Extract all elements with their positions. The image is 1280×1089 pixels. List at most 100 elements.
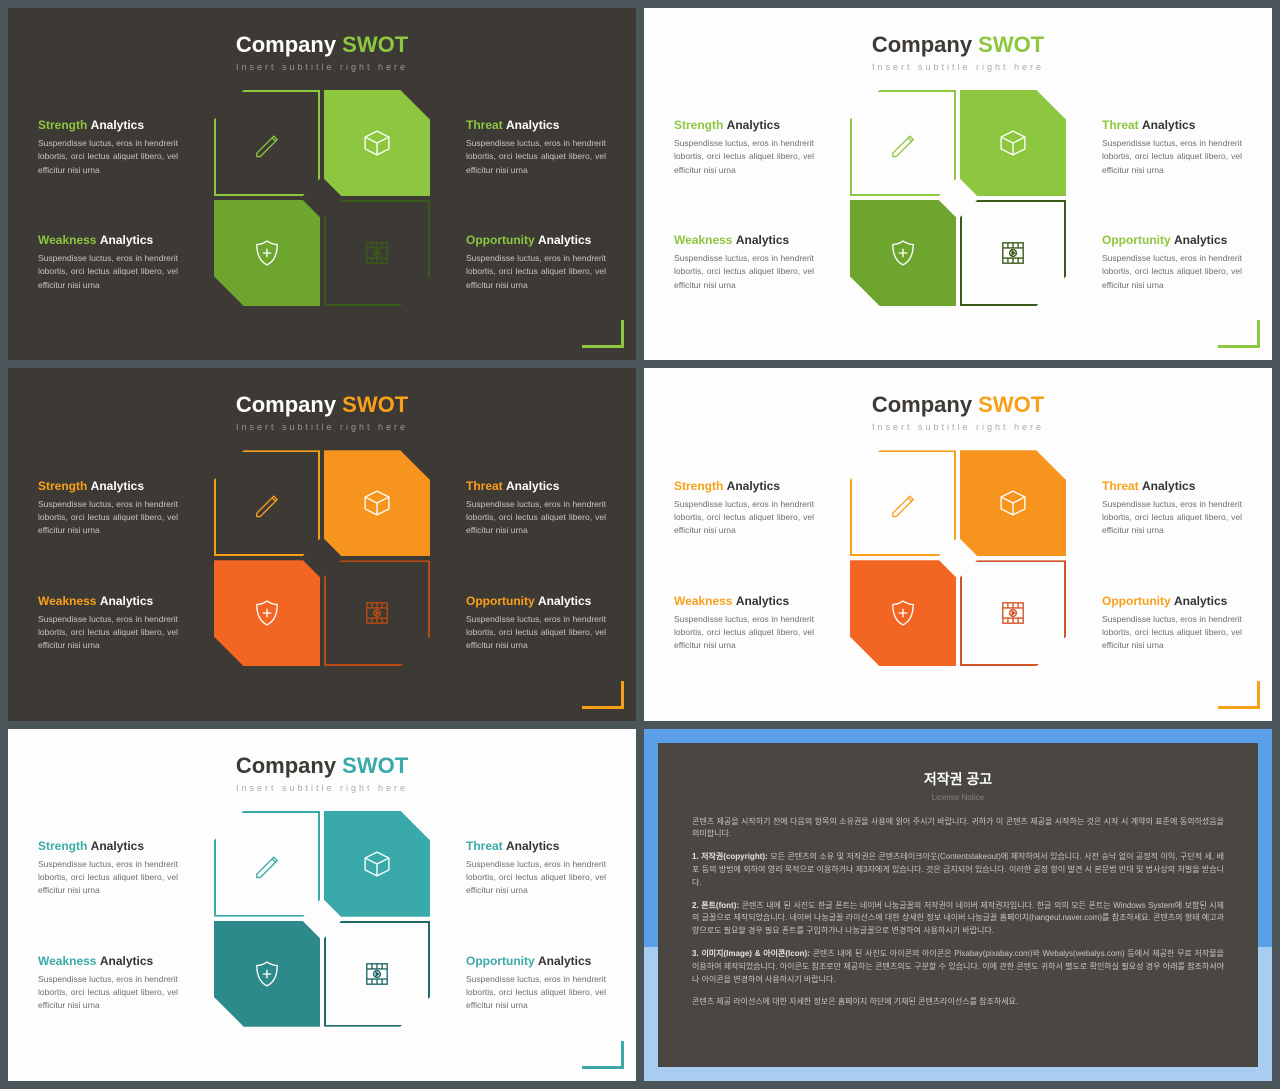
strength-desc: Suspendisse luctus, eros in hendrerit lo… [38,858,178,898]
opportunity-desc: Suspendisse luctus, eros in hendrerit lo… [1102,613,1242,653]
threat-desc: Suspendisse luctus, eros in hendrerit lo… [1102,137,1242,177]
corner-mark [582,1041,624,1069]
analytics-word: Analytics [91,839,144,853]
threat-desc: Suspendisse luctus, eros in hendrerit lo… [466,858,606,898]
analytics-word: Analytics [1142,479,1195,493]
left-column: Strength Analytics Suspendisse luctus, e… [38,450,178,680]
copyright-p1: 1. 저작권(copyright): 모든 콘텐츠의 소유 및 저작권은 콘텐츠… [692,851,1224,889]
strength-block: Strength Analytics Suspendisse luctus, e… [38,479,178,538]
weakness-label: Weakness [38,594,100,608]
analytics-word: Analytics [506,118,559,132]
opportunity-block: Opportunity Analytics Suspendisse luctus… [466,954,606,1013]
cell-weakness [850,560,956,666]
swot-slide: Company SWOT Insert subtitle right here … [644,8,1272,360]
swot-quad [214,811,430,1027]
cell-strength [850,450,956,556]
title-prefix: Company [872,32,978,57]
cell-strength [214,811,320,917]
threat-desc: Suspendisse luctus, eros in hendrerit lo… [1102,498,1242,538]
slide-title: Company SWOT [38,753,606,779]
weakness-desc: Suspendisse luctus, eros in hendrerit lo… [674,613,814,653]
title-accent: SWOT [978,32,1044,57]
threat-label: Threat [1102,479,1142,493]
strength-block: Strength Analytics Suspendisse luctus, e… [674,118,814,177]
strength-label: Strength [674,118,727,132]
swot-quad [214,450,430,666]
cell-threat [324,450,430,556]
threat-block: Threat Analytics Suspendisse luctus, ero… [466,839,606,898]
analytics-word: Analytics [538,233,591,247]
weakness-block: Weakness Analytics Suspendisse luctus, e… [38,954,178,1013]
strength-block: Strength Analytics Suspendisse luctus, e… [38,839,178,898]
analytics-word: Analytics [1174,233,1227,247]
slide-subtitle: Insert subtitle right here [38,62,606,72]
strength-block: Strength Analytics Suspendisse luctus, e… [674,479,814,538]
title-prefix: Company [872,392,978,417]
title-accent: SWOT [978,392,1044,417]
slide-title: Company SWOT [38,392,606,418]
strength-label: Strength [38,118,91,132]
swot-quad [214,90,430,306]
copyright-title: 저작권 공고 [692,769,1224,789]
weakness-block: Weakness Analytics Suspendisse luctus, e… [38,594,178,653]
weakness-desc: Suspendisse luctus, eros in hendrerit lo… [38,973,178,1013]
copyright-slide: 저작권 공고 License Notice 콘텐츠 제공을 시작하기 전에 다음… [644,729,1272,1081]
corner-mark [582,681,624,709]
cell-strength [850,90,956,196]
copyright-subtitle: License Notice [692,793,1224,802]
strength-desc: Suspendisse luctus, eros in hendrerit lo… [38,498,178,538]
analytics-word: Analytics [1142,118,1195,132]
analytics-word: Analytics [506,479,559,493]
strength-label: Strength [38,479,91,493]
cell-opportunity [324,921,430,1027]
opportunity-block: Opportunity Analytics Suspendisse luctus… [466,233,606,292]
title-accent: SWOT [342,32,408,57]
left-column: Strength Analytics Suspendisse luctus, e… [38,90,178,320]
cell-strength [214,90,320,196]
threat-label: Threat [466,479,506,493]
opportunity-label: Opportunity [1102,233,1174,247]
corner-mark [1218,320,1260,348]
analytics-word: Analytics [100,954,153,968]
threat-block: Threat Analytics Suspendisse luctus, ero… [466,118,606,177]
opportunity-desc: Suspendisse luctus, eros in hendrerit lo… [466,252,606,292]
analytics-word: Analytics [100,594,153,608]
strength-desc: Suspendisse luctus, eros in hendrerit lo… [674,137,814,177]
threat-label: Threat [466,118,506,132]
slide-subtitle: Insert subtitle right here [674,422,1242,432]
threat-block: Threat Analytics Suspendisse luctus, ero… [466,479,606,538]
cell-weakness [214,921,320,1027]
analytics-word: Analytics [91,479,144,493]
swot-slide: Company SWOT Insert subtitle right here … [8,729,636,1081]
cell-threat [960,450,1066,556]
threat-desc: Suspendisse luctus, eros in hendrerit lo… [466,137,606,177]
copyright-end: 콘텐츠 제공 라이선스에 대한 자세한 정보은 홈페이지 하단에 기재된 콘텐츠… [692,996,1224,1009]
right-column: Threat Analytics Suspendisse luctus, ero… [1102,450,1242,680]
threat-desc: Suspendisse luctus, eros in hendrerit lo… [466,498,606,538]
right-column: Threat Analytics Suspendisse luctus, ero… [1102,90,1242,320]
weakness-desc: Suspendisse luctus, eros in hendrerit lo… [38,613,178,653]
strength-label: Strength [38,839,91,853]
slide-subtitle: Insert subtitle right here [38,783,606,793]
analytics-word: Analytics [736,594,789,608]
copyright-intro: 콘텐츠 제공을 시작하기 전에 다음의 항목의 소유권을 사용에 읽어 주시기 … [692,816,1224,842]
cell-weakness [214,560,320,666]
left-column: Strength Analytics Suspendisse luctus, e… [674,90,814,320]
weakness-desc: Suspendisse luctus, eros in hendrerit lo… [674,252,814,292]
title-accent: SWOT [342,392,408,417]
opportunity-label: Opportunity [1102,594,1174,608]
cell-threat [324,811,430,917]
title-accent: SWOT [342,753,408,778]
cell-weakness [850,200,956,306]
threat-label: Threat [1102,118,1142,132]
copyright-p3: 3. 이미지(Image) & 아이콘(Icon): 콘텐츠 내에 된 사진도 … [692,948,1224,986]
analytics-word: Analytics [727,479,780,493]
analytics-word: Analytics [100,233,153,247]
title-prefix: Company [236,392,342,417]
right-column: Threat Analytics Suspendisse luctus, ero… [466,450,606,680]
analytics-word: Analytics [91,118,144,132]
weakness-block: Weakness Analytics Suspendisse luctus, e… [38,233,178,292]
cell-opportunity [960,200,1066,306]
threat-block: Threat Analytics Suspendisse luctus, ero… [1102,479,1242,538]
corner-mark [582,320,624,348]
